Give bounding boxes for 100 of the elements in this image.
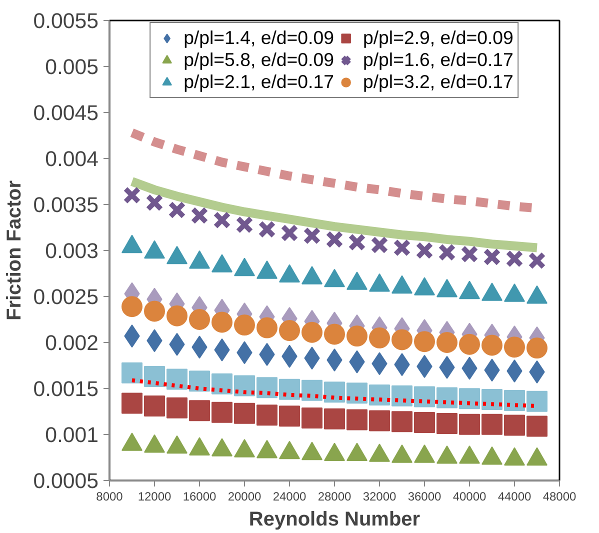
x-axis-title: Reynolds Number bbox=[248, 508, 420, 530]
y-tick-label: 0.001 bbox=[45, 423, 99, 447]
x-tick-label: 40000 bbox=[452, 490, 487, 504]
legend-label: p/pl=1.6, e/d=0.17 bbox=[363, 49, 514, 71]
point bbox=[346, 326, 368, 347]
point bbox=[459, 334, 480, 355]
point bbox=[234, 314, 255, 336]
y-tick-label: 0.0025 bbox=[33, 285, 98, 309]
point bbox=[189, 309, 210, 330]
x-tick-label: 12000 bbox=[138, 490, 172, 504]
point bbox=[482, 334, 502, 356]
point bbox=[212, 373, 232, 394]
point bbox=[346, 382, 368, 404]
y-tick-label: 0.0045 bbox=[33, 101, 98, 125]
point bbox=[324, 382, 345, 403]
point bbox=[144, 395, 165, 416]
point bbox=[189, 400, 210, 422]
legend-label: p/pl=2.9, e/d=0.09 bbox=[363, 27, 514, 49]
point bbox=[190, 206, 208, 224]
point bbox=[436, 332, 458, 353]
point bbox=[234, 402, 255, 424]
point bbox=[279, 378, 300, 400]
point bbox=[324, 324, 345, 345]
legend-label: p/pl=3.2, e/d=0.17 bbox=[363, 71, 514, 93]
y-tick-label: 0.0015 bbox=[33, 377, 98, 401]
point bbox=[189, 370, 210, 392]
point bbox=[436, 387, 458, 408]
y-tick-label: 0.005 bbox=[45, 55, 99, 79]
point bbox=[302, 380, 322, 401]
x-tick-label: 24000 bbox=[272, 490, 307, 504]
point bbox=[526, 390, 548, 412]
point bbox=[393, 238, 411, 257]
point bbox=[526, 416, 548, 437]
legend-label: p/pl=5.8, e/d=0.09 bbox=[184, 49, 334, 71]
x-tick-label: 8000 bbox=[96, 490, 124, 504]
y-tick-label: 0.0005 bbox=[33, 469, 98, 493]
point bbox=[279, 406, 300, 427]
point bbox=[144, 366, 165, 388]
point bbox=[526, 338, 548, 358]
point bbox=[166, 397, 188, 418]
point bbox=[166, 368, 188, 390]
point bbox=[369, 384, 390, 406]
point bbox=[280, 224, 298, 242]
point bbox=[369, 327, 390, 348]
point bbox=[212, 312, 232, 333]
point bbox=[256, 317, 278, 338]
legend-label: p/pl=1.4, e/d=0.09 bbox=[184, 27, 334, 49]
x-tick-label: 48000 bbox=[542, 490, 577, 504]
x-tick-label: 36000 bbox=[408, 490, 442, 504]
point bbox=[414, 412, 435, 434]
y-tick-label: 0.003 bbox=[45, 239, 99, 263]
point bbox=[212, 402, 232, 423]
point bbox=[504, 390, 525, 411]
point bbox=[506, 250, 524, 268]
point bbox=[168, 201, 186, 219]
point bbox=[234, 375, 255, 396]
point bbox=[213, 211, 231, 230]
point bbox=[416, 242, 434, 260]
point bbox=[528, 252, 546, 270]
point bbox=[459, 388, 480, 410]
point bbox=[483, 248, 501, 266]
point bbox=[144, 300, 165, 322]
point bbox=[146, 194, 164, 212]
point bbox=[414, 331, 435, 352]
point bbox=[504, 414, 525, 436]
y-tick-label: 0.0055 bbox=[33, 9, 98, 33]
point bbox=[414, 386, 435, 408]
point bbox=[122, 392, 142, 414]
point bbox=[122, 296, 142, 318]
x-tick-label: 20000 bbox=[228, 490, 262, 504]
point bbox=[326, 230, 344, 248]
point bbox=[302, 407, 322, 428]
point bbox=[302, 322, 322, 343]
point bbox=[436, 412, 458, 434]
point bbox=[166, 305, 188, 326]
point bbox=[370, 236, 388, 254]
point bbox=[303, 226, 321, 245]
point bbox=[504, 336, 525, 358]
x-tick-label: 32000 bbox=[362, 490, 397, 504]
point bbox=[236, 216, 254, 234]
y-axis-title: Friction Factor bbox=[3, 180, 26, 321]
x-tick-label: 28000 bbox=[318, 490, 352, 504]
y-tick-label: 0.002 bbox=[45, 331, 99, 355]
point bbox=[369, 410, 390, 432]
point bbox=[348, 233, 366, 252]
legend-label: p/pl=2.1, e/d=0.17 bbox=[184, 71, 334, 93]
point bbox=[346, 409, 368, 430]
x-tick-label: 44000 bbox=[498, 490, 532, 504]
y-tick-label: 0.004 bbox=[45, 147, 99, 171]
point bbox=[438, 243, 456, 262]
point bbox=[324, 408, 345, 430]
point bbox=[482, 414, 502, 435]
point bbox=[256, 377, 278, 398]
point bbox=[123, 186, 141, 204]
point bbox=[460, 245, 478, 264]
point bbox=[258, 220, 276, 238]
x-tick-label: 16000 bbox=[182, 490, 217, 504]
point bbox=[392, 329, 412, 350]
y-tick-label: 0.0035 bbox=[33, 193, 98, 217]
point bbox=[256, 404, 278, 426]
